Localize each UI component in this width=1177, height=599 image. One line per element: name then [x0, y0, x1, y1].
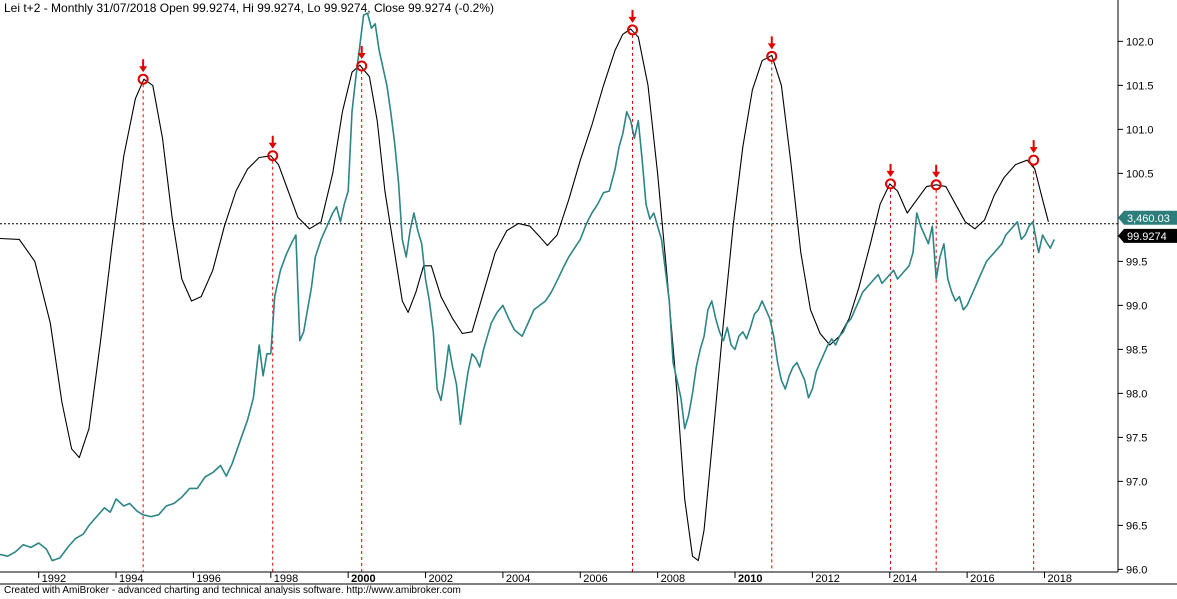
y-tick-label: 96.5 [1126, 520, 1147, 532]
x-tick-label: 1998 [274, 573, 298, 585]
peak-circle [885, 178, 897, 190]
peak-markers [137, 9, 1040, 191]
peak-arrow-head [357, 53, 366, 59]
x-tick-label: 2002 [429, 573, 453, 585]
peak-arrow-head [1029, 147, 1038, 154]
peak-circle [766, 50, 778, 62]
y-tick-label: 102.0 [1126, 36, 1154, 48]
x-tick-label: 2000 [351, 573, 375, 585]
peak-circle [930, 179, 942, 191]
x-tick-label: 1994 [119, 573, 143, 585]
x-tick-label: 2006 [583, 573, 607, 585]
peak-arrow-head [139, 66, 148, 73]
x-tick-label: 2018 [1047, 573, 1071, 585]
peak-circle [356, 60, 368, 72]
peak-circle [1028, 154, 1040, 166]
peak-arrow-head [932, 171, 941, 178]
y-tick-label: 101.0 [1126, 124, 1154, 136]
y-tick-label: 98.0 [1126, 388, 1147, 400]
price-labels: 3,460.03 99.9274 [1118, 210, 1177, 243]
x-tick-label: 2004 [506, 573, 530, 585]
peak-arrow-head [268, 142, 277, 149]
x-tick-label: 1996 [196, 573, 220, 585]
axes: 102.0 101.5 101.0 100.5 99.5 99.0 98.5 98.0 97.5… [0, 0, 1177, 585]
footer-credit: Created with AmiBroker - advanced charti… [4, 585, 461, 596]
price-label-box [1118, 210, 1177, 225]
y-tick-label: 97.5 [1126, 432, 1147, 444]
y-tick-label: 101.5 [1126, 80, 1154, 92]
x-tick-label: 2016 [970, 573, 994, 585]
peak-arrow-head [767, 43, 776, 50]
peak-arrow-head [886, 170, 895, 177]
peak-circle [137, 73, 149, 85]
y-tick-label: 96.0 [1126, 564, 1147, 576]
y-tick-label: 98.5 [1126, 344, 1147, 356]
y-tick-label: 97.0 [1126, 476, 1147, 488]
price-label-text: 99.9274 [1127, 231, 1167, 243]
price-label-box [1118, 228, 1177, 243]
x-tick-label: 2012 [815, 573, 839, 585]
y-tick-label: 99.0 [1126, 300, 1147, 312]
x-tick-label: 1992 [42, 573, 66, 585]
x-tick-label: 2014 [893, 573, 917, 585]
x-tick-label: 2008 [661, 573, 685, 585]
y-tick-label: 99.5 [1126, 256, 1147, 268]
chart-title: Lei t+2 - Monthly 31/07/2018 Open 99.927… [4, 1, 495, 15]
price-label-text: 3,460.03 [1127, 213, 1170, 225]
chart-lines [142, 34, 1035, 572]
peak-circle [267, 150, 279, 162]
x-tick-label: 2010 [738, 573, 762, 585]
series-group [0, 12, 1055, 562]
y-tick-label: 100.5 [1126, 168, 1154, 180]
peak-arrow-head [628, 16, 637, 23]
peak-circle [627, 24, 639, 36]
series-line-1 [0, 28, 1049, 562]
series-line-2 [0, 12, 1055, 562]
